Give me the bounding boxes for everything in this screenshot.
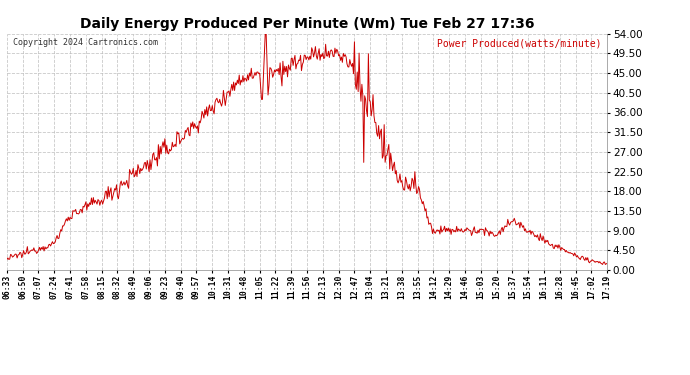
Text: Power Produced(watts/minute): Power Produced(watts/minute) <box>437 39 601 48</box>
Text: Copyright 2024 Cartronics.com: Copyright 2024 Cartronics.com <box>13 39 158 48</box>
Title: Daily Energy Produced Per Minute (Wm) Tue Feb 27 17:36: Daily Energy Produced Per Minute (Wm) Tu… <box>80 17 534 31</box>
